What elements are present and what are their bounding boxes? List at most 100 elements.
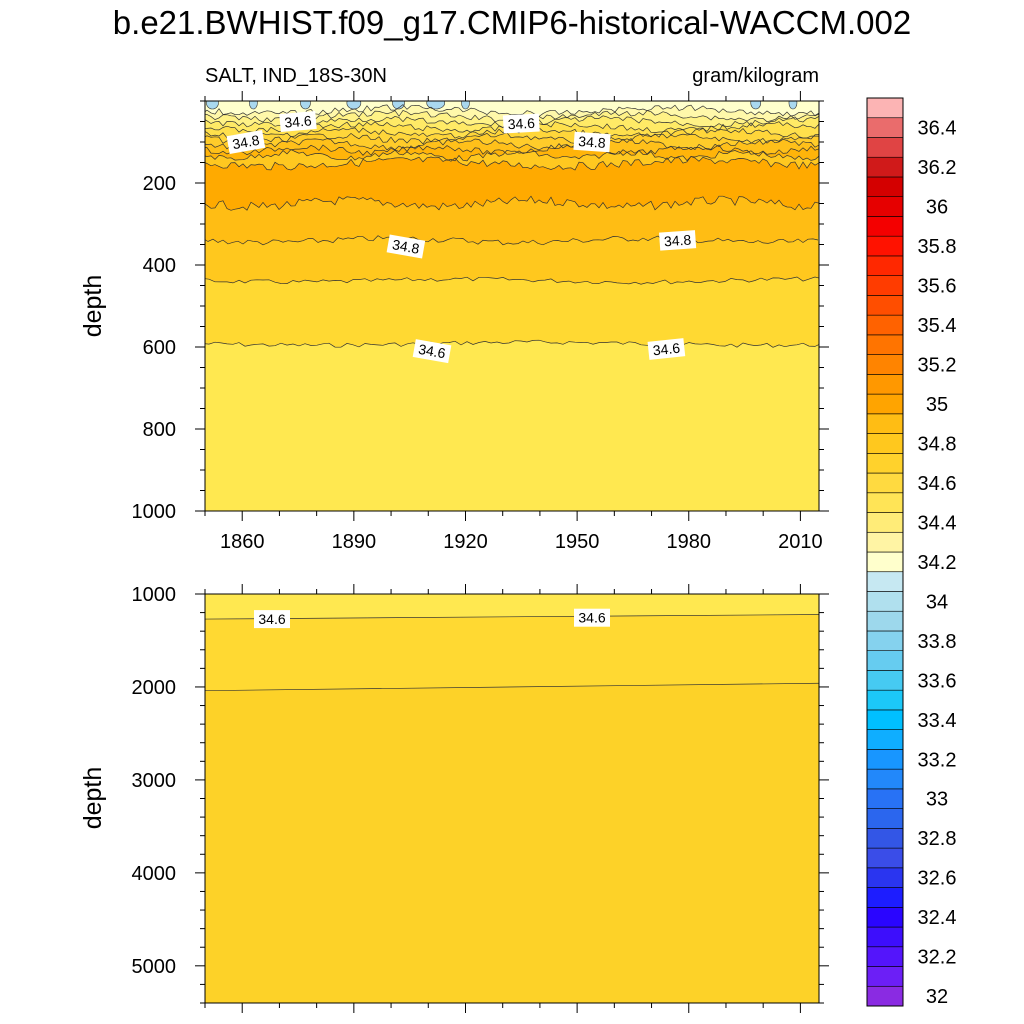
upper-fill-34.6-34.7	[205, 277, 819, 348]
colorbar-label: 34.6	[918, 473, 957, 495]
colorbar-box	[866, 966, 904, 987]
colorbar-box	[866, 610, 904, 632]
y-tick-label: 1000	[132, 501, 177, 523]
upper-contour-label-text: 34.6	[417, 341, 447, 362]
colorbar-box	[866, 196, 904, 217]
upper-contour-label-text: 34.8	[663, 231, 692, 249]
colorbar-box	[866, 472, 904, 494]
colorbar-box	[866, 670, 904, 691]
upper-shallow-contour	[205, 137, 819, 151]
lower-contour-line	[205, 682, 819, 692]
upper-fresh-patches	[206, 101, 798, 110]
colorbar-box	[866, 788, 904, 809]
colorbar-label: 32.4	[918, 907, 957, 929]
x-tick-label: 1980	[667, 531, 712, 553]
colorbar-box	[866, 571, 904, 592]
colorbar-box	[866, 985, 904, 1007]
colorbar-boxes	[866, 97, 904, 1007]
x-tick-label: 1860	[220, 531, 265, 553]
y-tick-label: 5000	[132, 956, 177, 978]
colorbar-label: 35.2	[918, 355, 957, 377]
colorbar-box	[866, 709, 904, 730]
figure-title: b.e21.BWHIST.f09_g17.CMIP6-historical-WA…	[113, 4, 911, 41]
lower-fill-34.6-34.7	[205, 614, 819, 691]
fresh-surface-patch	[392, 101, 405, 110]
upper-contour-label: 34.6	[647, 338, 686, 360]
colorbar-box	[866, 354, 904, 375]
colorbar-label: 33.6	[918, 670, 957, 692]
colorbar-box	[866, 156, 904, 178]
colorbar-box	[866, 926, 904, 948]
fresh-surface-patch	[461, 101, 470, 110]
lower-ticks: 1000 2000 3000 4000 5000	[132, 584, 829, 1013]
colorbar-label: 36	[926, 197, 948, 219]
upper-contour-line	[205, 155, 819, 171]
upper-panel: 34.8 34.6 34.6 34.8 34.8 34.8 34.6 34.6 1860 189…	[79, 91, 829, 553]
lower-contour-labels: 34.6 34.6	[254, 608, 610, 629]
y-tick-label: 600	[143, 337, 176, 359]
colorbar-box	[866, 216, 904, 237]
upper-contour-label-text: 34.8	[231, 132, 261, 153]
colorbar-box	[866, 334, 904, 355]
colorbar-box	[866, 275, 904, 296]
upper-contour-line	[205, 276, 819, 285]
colorbar-box	[866, 433, 904, 454]
lower-contour-label-text: 34.6	[258, 611, 285, 627]
colorbar-label: 34.8	[918, 433, 957, 455]
upper-contour-label-box	[226, 130, 266, 154]
x-tick-label: 2010	[778, 531, 823, 553]
colorbar-label: 36.4	[918, 118, 957, 140]
colorbar-frame	[866, 97, 904, 1007]
colorbar-label: 32.6	[918, 868, 957, 890]
colorbar-box	[866, 887, 904, 908]
colorbar-box	[866, 295, 904, 316]
fresh-surface-patch	[206, 101, 219, 110]
colorbar-box	[866, 512, 904, 533]
colorbar-box	[866, 492, 904, 513]
upper-contour-label-text: 34.6	[652, 340, 681, 359]
upper-contour-label: 34.6	[412, 339, 452, 364]
x-tick-label: 1950	[555, 531, 600, 553]
lower-contour-label-box	[254, 610, 290, 629]
colorbar-box	[866, 729, 904, 750]
upper-contour-label-box	[412, 339, 452, 364]
colorbar-box	[866, 867, 904, 888]
colorbar-box	[866, 808, 904, 829]
fresh-surface-patch	[426, 101, 446, 110]
lower-contour-label-box	[574, 608, 610, 627]
x-tick-label: 1920	[443, 531, 488, 553]
colorbar-box	[866, 768, 904, 790]
upper-contour-label-text: 34.6	[284, 112, 313, 130]
upper-contour-label: 34.8	[659, 230, 697, 251]
upper-contour-label-text: 34.8	[391, 236, 421, 257]
colorbar-box	[866, 551, 904, 573]
colorbar-box	[866, 591, 904, 612]
colorbar-box	[866, 847, 904, 869]
upper-contour-label: 34.8	[226, 130, 266, 154]
upper-shallow-contour	[205, 132, 819, 145]
lower-contour-line	[205, 614, 819, 620]
upper-contour-label-text: 34.6	[507, 115, 535, 132]
lower-contour-label: 34.6	[254, 610, 290, 629]
colorbar-label: 34.4	[918, 512, 957, 534]
upper-contour-label-text: 34.8	[578, 133, 607, 151]
colorbar-label: 33.8	[918, 631, 957, 653]
colorbar-box	[866, 906, 904, 928]
colorbar-box	[866, 650, 904, 671]
upper-contour-label-box	[647, 338, 686, 360]
colorbar-box	[866, 374, 904, 395]
colorbar-label: 34	[926, 591, 948, 613]
upper-shallow-contour	[205, 149, 819, 162]
upper-contour-line	[205, 195, 819, 211]
y-tick-label: 2000	[132, 677, 177, 699]
upper-contour-lines	[205, 104, 819, 348]
units-label: gram/kilogram	[692, 65, 819, 87]
upper-contour-label-box	[573, 131, 611, 153]
fresh-surface-patch	[750, 101, 762, 110]
lower-contour-lines	[205, 614, 819, 692]
y-tick-label: 800	[143, 419, 176, 441]
colorbar: 32 32.2 32.4 32.6 32.8 33 33.2 33.4 33.6 33.8 34 34…	[866, 97, 957, 1008]
lower-panel: 34.6 34.6 1000 2000 3000 4000 5000 depth	[79, 584, 829, 1013]
colorbar-box	[866, 97, 904, 119]
